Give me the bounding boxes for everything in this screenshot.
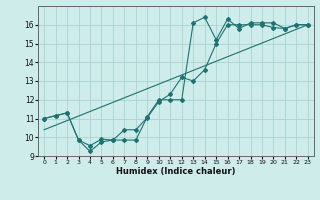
X-axis label: Humidex (Indice chaleur): Humidex (Indice chaleur) — [116, 167, 236, 176]
